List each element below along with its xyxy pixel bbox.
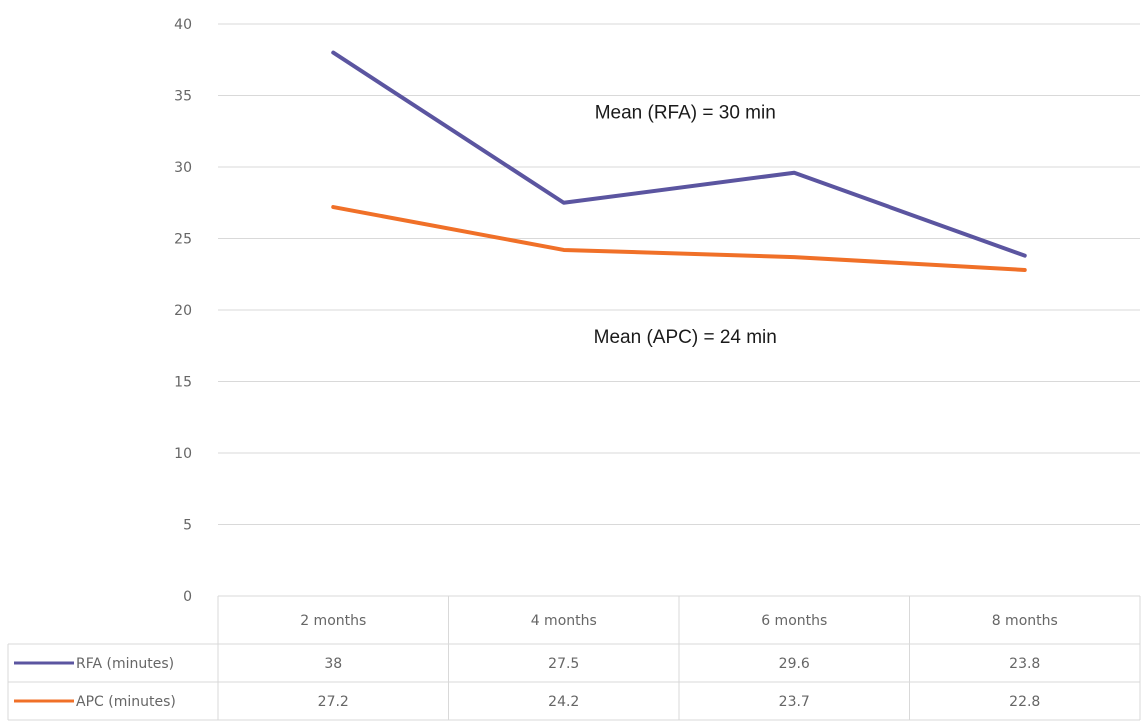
- legend-label: APC (minutes): [76, 694, 176, 710]
- series-line: [331, 50, 1027, 258]
- y-tick-label: 30: [174, 160, 192, 176]
- annotations: Mean (RFA) = 30 min Mean (APC) = 24 min: [594, 103, 777, 349]
- y-tick-label: 5: [183, 518, 192, 534]
- series-line: [331, 205, 1027, 272]
- category-label: 4 months: [531, 613, 597, 629]
- data-table-value: 24.2: [548, 694, 579, 710]
- legend-label: RFA (minutes): [76, 656, 174, 672]
- category-label: 8 months: [992, 613, 1058, 629]
- y-tick-label: 25: [174, 232, 192, 248]
- data-table-value: 29.6: [779, 656, 810, 672]
- y-tick-label: 35: [174, 89, 192, 105]
- y-tick-label: 15: [174, 375, 192, 391]
- data-table-value: 27.5: [548, 656, 579, 672]
- y-tick-label: 10: [174, 446, 192, 462]
- series-lines: [331, 50, 1027, 272]
- y-tick-label: 40: [174, 17, 192, 33]
- y-axis: 0 5 10 15 20 25 30 35 40: [174, 17, 192, 605]
- data-table-value: 38: [324, 656, 342, 672]
- category-label: 2 months: [300, 613, 366, 629]
- y-tick-label: 0: [183, 589, 192, 605]
- y-tick-label: 20: [174, 303, 192, 319]
- annotation: Mean (APC) = 24 min: [594, 327, 777, 348]
- data-table-value: 27.2: [318, 694, 349, 710]
- data-table-value: 23.8: [1009, 656, 1040, 672]
- data-table-value: 23.7: [779, 694, 810, 710]
- data-table: 2 months 4 months 6 months 8 months RFA (min…: [7, 595, 1141, 721]
- gridlines: [218, 23, 1140, 525]
- category-label: 6 months: [761, 613, 827, 629]
- data-table-value: 22.8: [1009, 694, 1040, 710]
- annotation: Mean (RFA) = 30 min: [595, 103, 776, 124]
